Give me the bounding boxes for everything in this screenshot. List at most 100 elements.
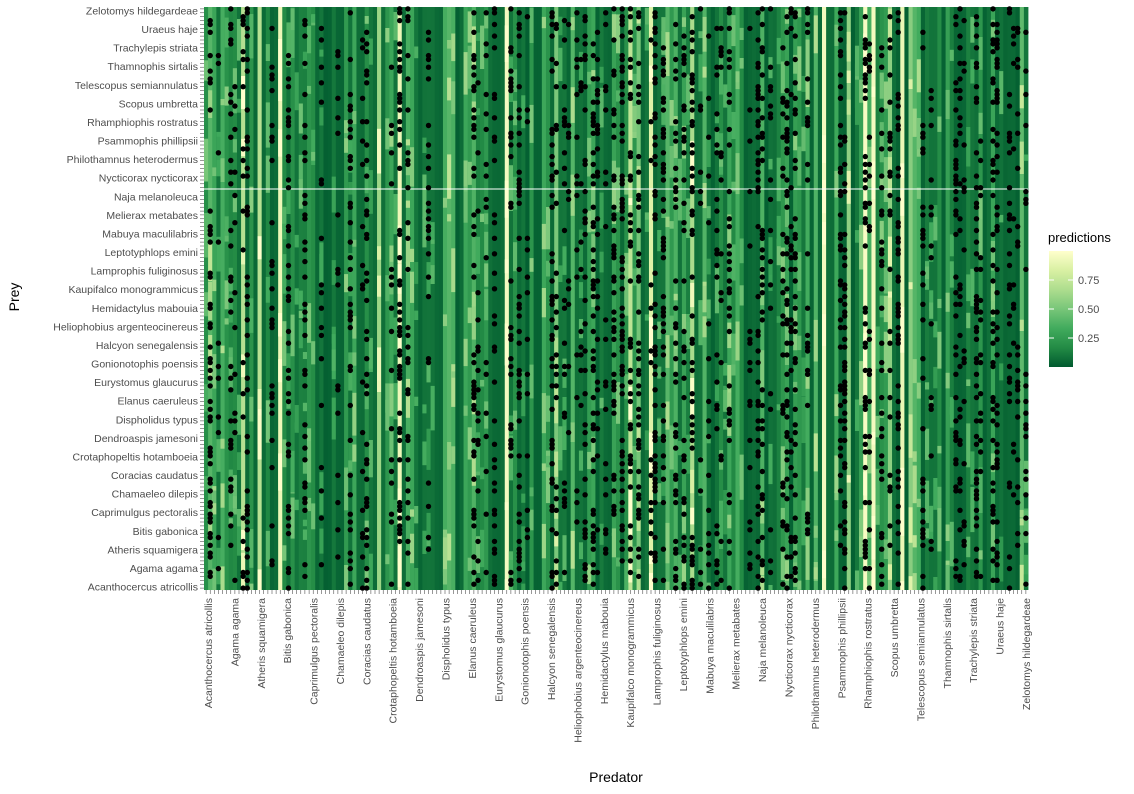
heatmap-cell [471,26,477,68]
observed-point [516,546,522,552]
observed-point [524,507,531,513]
observed-point [953,429,959,436]
observed-point [636,484,642,490]
observed-point [347,313,353,319]
observed-point [718,359,724,366]
observed-point [603,550,609,556]
observed-point [516,554,522,560]
observed-point [475,348,481,354]
heatmap-cell [467,557,473,571]
observed-point [582,492,588,498]
observed-point [755,426,761,432]
heatmap-cell [887,8,893,50]
observed-point [285,441,292,447]
observed-point [240,56,246,63]
observed-point [973,468,980,475]
observed-point [755,60,761,67]
observed-point [524,534,531,541]
observed-point [895,336,901,342]
observed-point [759,157,765,164]
observed-point [837,247,844,253]
observed-point [553,530,559,537]
observed-point [244,511,250,517]
heatmap-cell [768,158,773,170]
observed-point [1023,515,1029,521]
observed-point [636,573,642,580]
observed-point [977,138,984,144]
observed-point [228,157,234,164]
observed-point [611,488,617,494]
heatmap-cell [611,189,617,206]
observed-point [471,134,477,140]
observed-point [636,91,642,98]
observed-point [842,379,848,385]
observed-point [866,64,873,70]
x-tick-label: Heliophobius argenteocinereus [572,598,584,743]
observed-point [285,262,292,269]
observed-point [582,107,588,113]
observed-point [388,367,395,374]
observed-point [759,309,765,315]
heatmap-cell [727,514,732,529]
observed-point [574,394,580,401]
heatmap-cell [611,14,617,39]
observed-point [516,142,522,148]
observed-point [792,278,798,284]
observed-point [228,387,234,393]
observed-point [582,216,588,222]
observed-point [549,301,555,307]
heatmap-cell [706,299,712,319]
observed-point [594,410,601,416]
observed-point [553,60,559,67]
x-tick-label: Psammophis phillipsii [836,598,848,698]
observed-point [994,538,1000,545]
heatmap-cell [628,198,633,205]
observed-point [240,515,246,521]
heatmap-cell [945,524,951,541]
observed-point [508,153,514,160]
observed-point [228,41,234,47]
observed-point [582,527,588,533]
heatmap-cell [669,146,675,178]
heatmap-column [513,7,518,590]
observed-point [837,212,844,218]
observed-point [582,17,588,24]
observed-point [842,255,848,261]
observed-point [285,410,292,416]
observed-point [611,379,617,385]
observed-point [508,204,514,210]
heatmap-cell [578,319,584,339]
observed-point [879,185,885,191]
observed-point [491,550,498,556]
observed-point [405,550,411,556]
heatmap-cell [937,116,942,132]
observed-point [636,441,642,447]
observed-point [388,274,395,280]
observed-point [636,258,642,265]
observed-point [842,418,848,424]
heatmap-column [681,7,687,590]
observed-point [920,45,926,51]
observed-point [405,359,411,366]
observed-point [718,290,724,296]
observed-point [397,328,403,335]
observed-point [747,138,753,144]
observed-point [619,52,625,59]
observed-point [652,10,658,16]
observed-point [215,52,222,59]
y-tick-label: Lamprophis fuliginosus [91,266,198,278]
observed-point [973,356,980,362]
observed-point [957,293,963,300]
heatmap-cell [879,175,885,188]
observed-points [207,6,1029,591]
observed-point [491,33,498,39]
observed-point [681,278,687,284]
heatmap-cell [780,446,786,482]
observed-point [837,282,844,288]
observed-point [285,391,292,397]
observed-point [425,185,432,191]
observed-point [611,410,617,416]
observed-point [673,41,679,47]
y-tick-label: Telescopus semiannulatus [75,80,198,92]
observed-point [302,150,308,156]
